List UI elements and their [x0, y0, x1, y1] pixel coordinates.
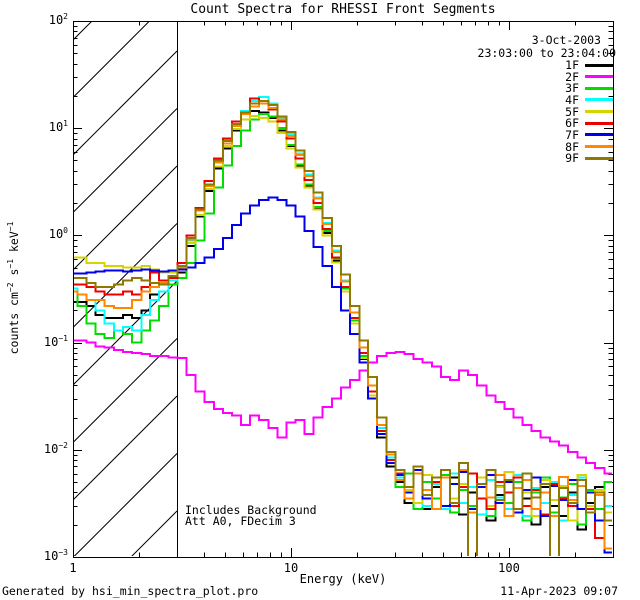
legend-label-2F: 2F — [565, 69, 579, 84]
legend-item-1F: 1F — [547, 59, 613, 71]
legend-swatch-2F — [585, 75, 613, 79]
note-attenuator-state: Att A0, FDecim 3 — [185, 514, 296, 528]
y-tick-label-1e2: 102 — [48, 12, 68, 28]
legend-item-4F: 4F — [547, 94, 613, 106]
legend-item-3F: 3F — [547, 82, 613, 94]
spectra-curves — [74, 96, 612, 556]
observation-date: 3-Oct-2003 — [531, 33, 601, 47]
observation-time-range: 23:03:00 to 23:04:00 — [477, 46, 616, 60]
y-tick-label-1e-3: 10−3 — [43, 548, 68, 564]
legend-label-3F: 3F — [565, 81, 579, 96]
legend-item-8F: 8F — [547, 141, 613, 153]
x-tick-label-10: 10 — [283, 561, 299, 575]
legend-swatch-3F — [585, 86, 613, 90]
legend-label-5F: 5F — [565, 104, 579, 119]
legend-swatch-6F — [585, 121, 613, 125]
legend-swatch-5F — [585, 110, 613, 114]
y-tick-label-1e-1: 10−1 — [43, 333, 68, 349]
legend-item-7F: 7F — [547, 129, 613, 141]
legend-swatch-1F — [585, 63, 613, 67]
render-timestamp: 11-Apr-2023 09:07 — [500, 584, 618, 598]
series-3F — [74, 113, 612, 526]
legend-swatch-7F — [585, 133, 613, 137]
y-tick-label-1e1: 101 — [48, 119, 68, 135]
legend-label-7F: 7F — [565, 127, 579, 142]
series-6F — [74, 97, 612, 540]
plot-title: Count Spectra for RHESSI Front Segments — [190, 2, 496, 17]
y-axis-label: counts cm−2 s−1 keV−1 — [6, 221, 21, 355]
x-axis-label: Energy (keV) — [299, 572, 387, 586]
x-tick-label-100: 100 — [498, 561, 520, 575]
legend-label-4F: 4F — [565, 92, 579, 107]
legend-label-9F: 9F — [565, 151, 579, 166]
generator-credit: Generated by hsi_min_spectra_plot.pro — [2, 584, 259, 598]
series-2F — [74, 339, 612, 475]
x-tick-label-1: 1 — [69, 561, 77, 575]
axes-frame — [73, 21, 614, 558]
legend-swatch-4F — [585, 98, 613, 102]
legend-item-5F: 5F — [547, 106, 613, 118]
axis-ticks — [73, 21, 614, 558]
series-9F — [74, 99, 612, 556]
legend-swatch-8F — [585, 145, 613, 149]
legend-label-6F: 6F — [565, 116, 579, 131]
note-includes-background: Includes Background — [185, 503, 317, 517]
legend-label-1F: 1F — [565, 58, 579, 72]
legend-item-9F: 9F — [547, 152, 613, 164]
y-tick-label-1e-2: 10−2 — [43, 440, 68, 456]
masked-region-hatch — [74, 22, 178, 556]
y-tick-label-1e0: 100 — [48, 226, 68, 242]
legend-item-2F: 2F — [547, 71, 613, 83]
legend-swatch-9F — [585, 156, 613, 160]
legend-item-6F: 6F — [547, 117, 613, 129]
legend-label-8F: 8F — [565, 139, 579, 154]
